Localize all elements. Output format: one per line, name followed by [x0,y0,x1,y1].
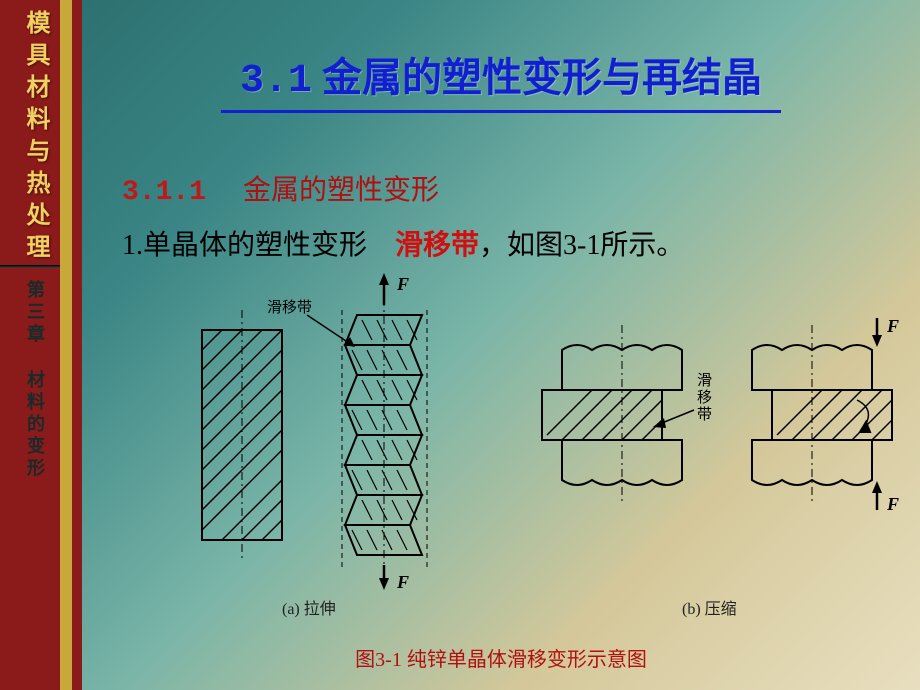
figure-caption: 图3-1 纯锌单晶体滑移变形示意图 [82,643,920,672]
title-underline [221,110,781,113]
item-highlight: 滑移带 [395,230,479,261]
content-area: 3.1 金属的塑性变形与再结晶 3.1.1 金属的塑性变形 1.单晶体的塑性变形… [82,0,920,690]
sidebar-divider [0,265,60,268]
item-suffix: ，如图3-1所示。 [479,230,684,261]
item-line: 1.单晶体的塑性变形 滑移带，如图3-1所示。 [122,223,920,263]
force-label-top: F [396,274,409,294]
svg-text:F: F [886,494,899,514]
subsection-title-text: 金属的塑性变形 [243,175,439,206]
diagram-tension: F F 滑移带 [162,270,482,590]
subsection-number: 3.1.1 [122,177,206,208]
section-title-text: 金属的塑性变形与再结晶 [322,55,762,100]
sidebar-red-stripe [72,0,82,690]
svg-text:带: 带 [697,406,712,423]
svg-text:F: F [886,316,899,336]
sidebar: 模具材料与热处理 第三章 材料的变形 [0,0,60,690]
svg-text:移: 移 [697,389,712,406]
undeformed-block-icon [202,310,282,560]
subsection-heading: 3.1.1 金属的塑性变形 [122,168,920,208]
slip-band-label-a: 滑移带 [267,299,312,316]
caption-a: (a) 拉伸 [282,595,336,619]
compression-right-block-icon [752,325,892,505]
slide-root: 模具材料与热处理 第三章 材料的变形 3.1 金属的塑性变形与再结晶 3.1.1… [0,0,920,690]
svg-text:滑: 滑 [697,372,712,389]
section-number: 3.1 [240,59,312,104]
compression-left-block-icon [542,325,682,505]
deformed-tension-block-icon: F F [342,273,427,590]
section-title: 3.1 金属的塑性变形与再结晶 [82,0,920,104]
force-label-bottom: F [396,572,409,590]
caption-b: (b) 压缩 [682,595,737,619]
sidebar-chapter-title: 第三章 材料的变形 [0,280,48,480]
sidebar-yellow-strip [60,0,72,690]
sidebar-book-title: 模具材料与热处理 [0,0,53,266]
diagram-area: F F 滑移带 [162,270,902,630]
diagram-compression: 滑 移 带 F F [522,310,902,570]
item-prefix: 1.单晶体的塑性变形 [122,230,367,261]
